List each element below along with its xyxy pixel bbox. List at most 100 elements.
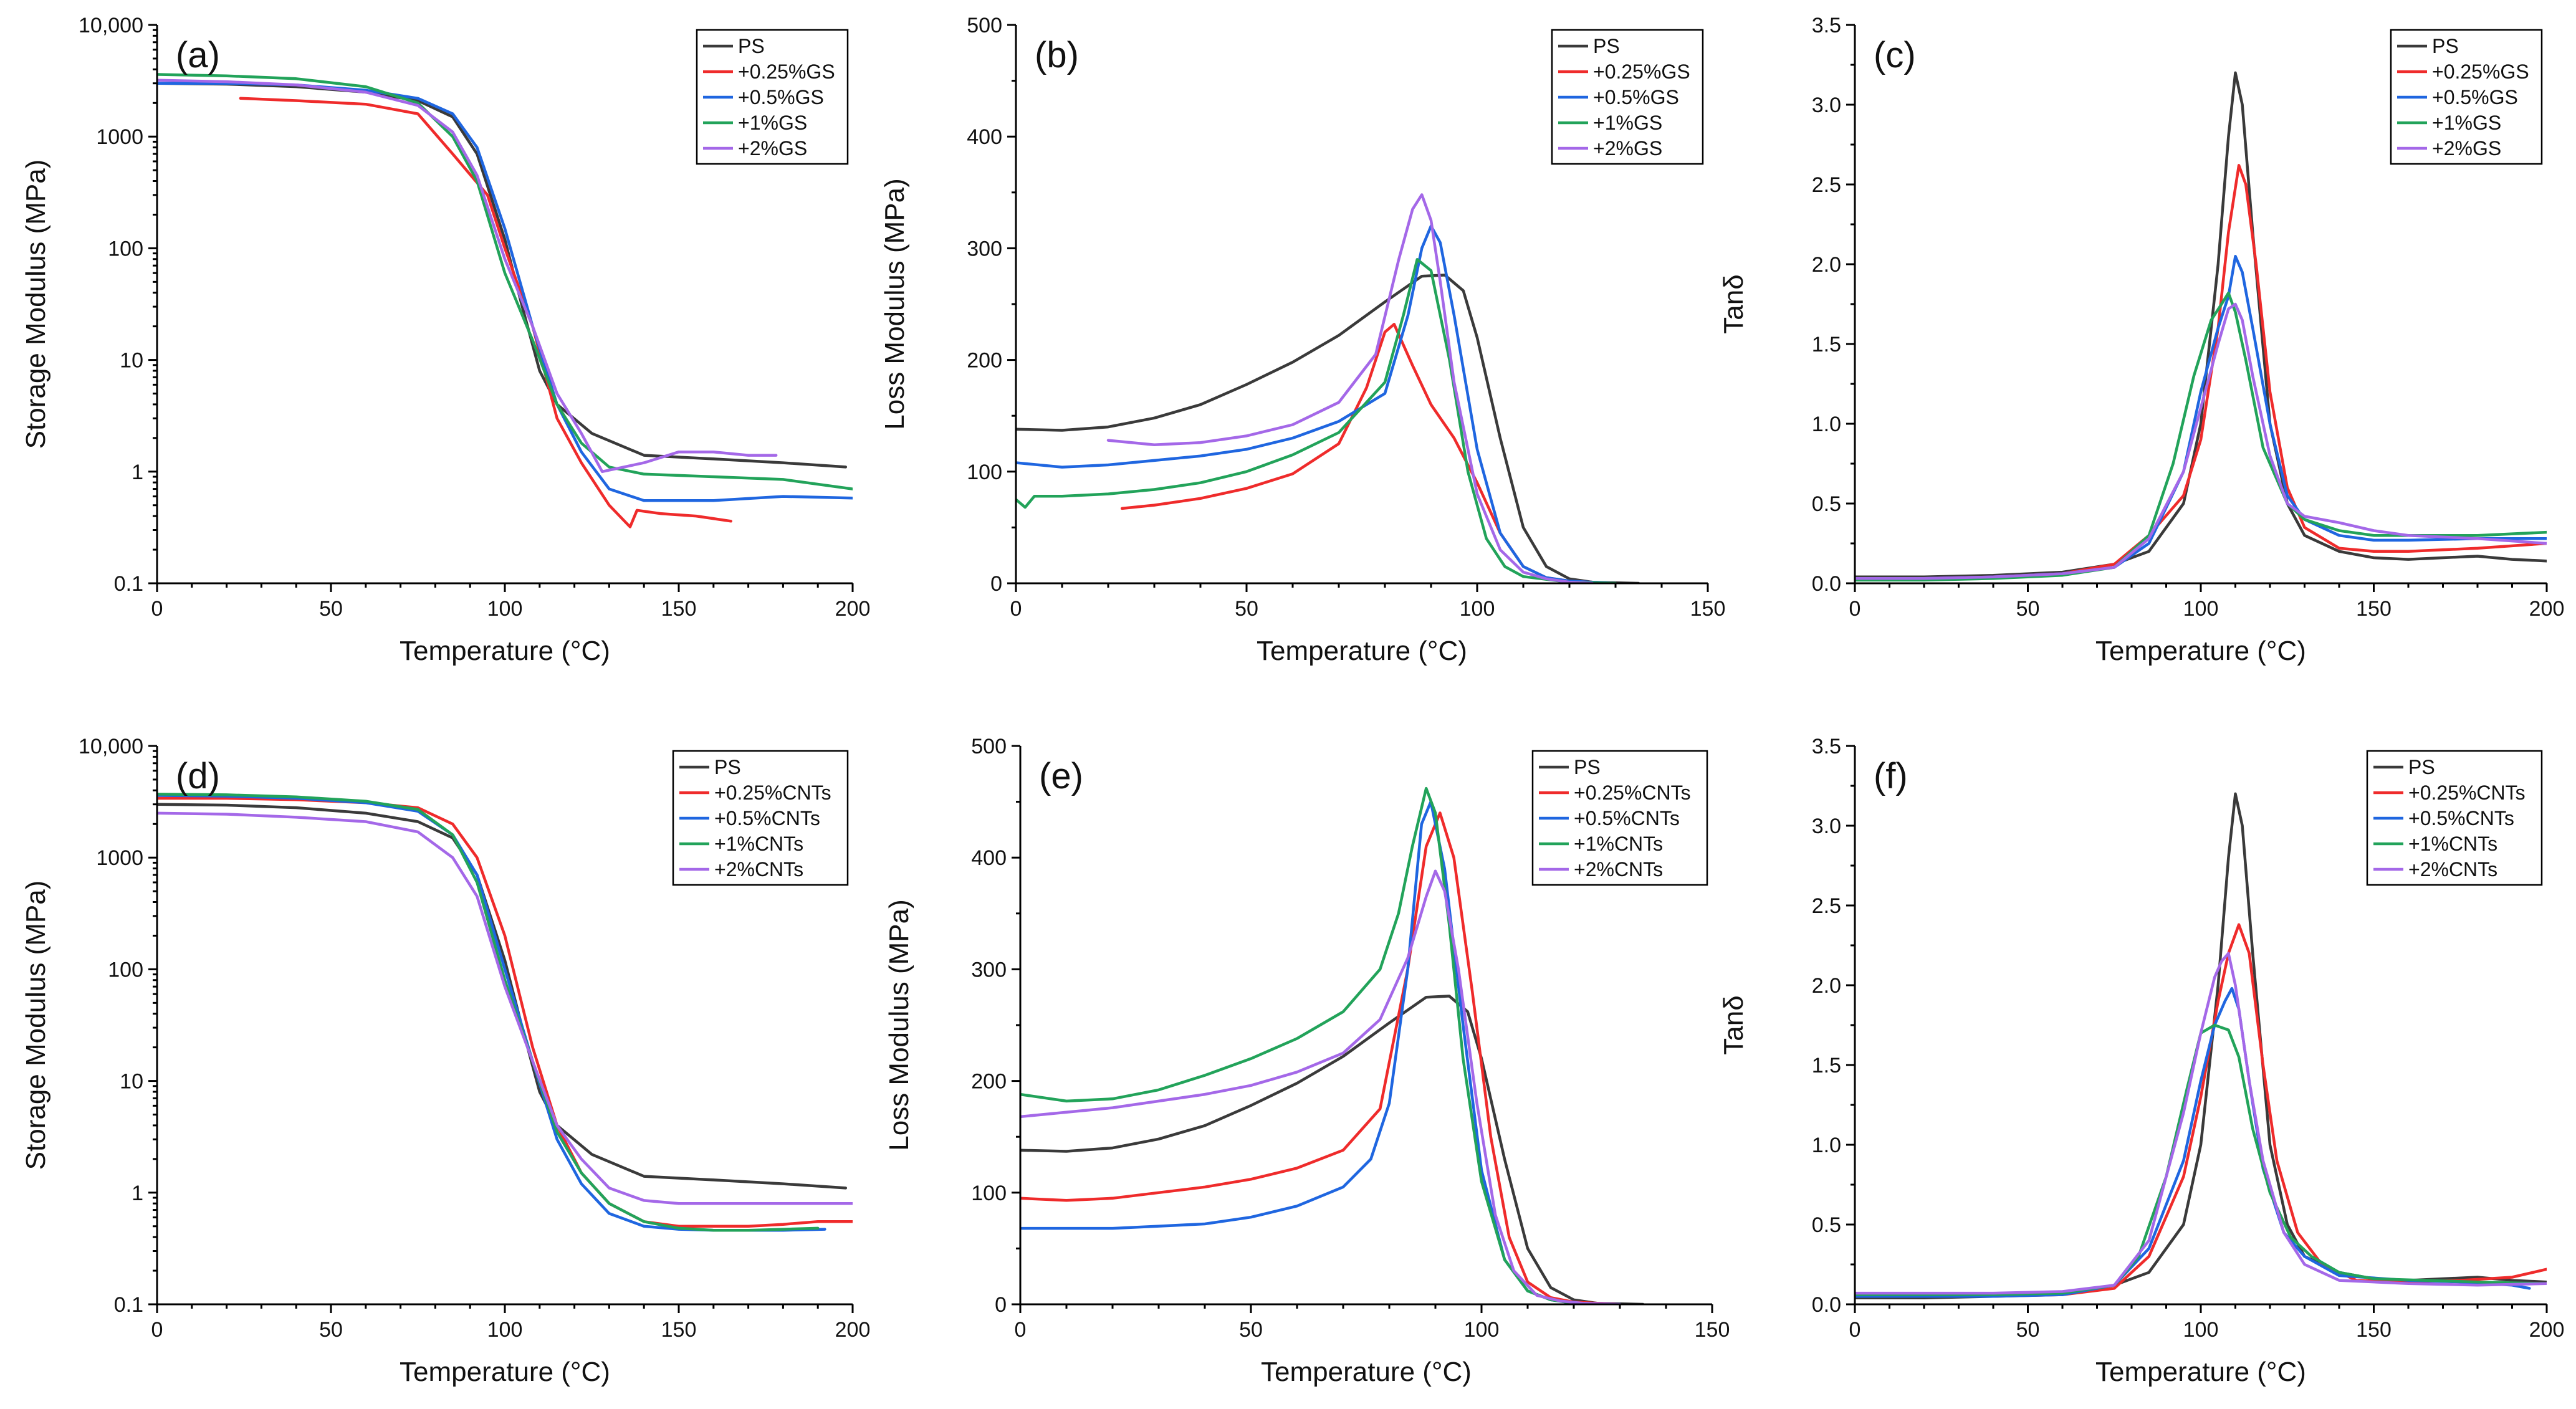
y-tick-label: 100 <box>108 958 143 982</box>
series-line-4 <box>1855 1023 2547 1296</box>
x-axis-title: Temperature (°C) <box>2095 636 2306 666</box>
chart-panel-5: 0 50 100 150 0 100 200 300 400 500 Temperature (°C… <box>884 735 1730 1387</box>
legend-label: +0.5%GS <box>738 86 824 108</box>
y-tick-label: 200 <box>971 1070 1007 1094</box>
x-tick-label: 100 <box>487 597 523 621</box>
y-tick-label: 0.1 <box>114 1293 143 1317</box>
y-tick-label: 3.5 <box>1812 735 1841 758</box>
legend-label: +0.25%CNTs <box>714 781 831 804</box>
y-tick-label: 100 <box>108 237 143 260</box>
x-axis-title: Temperature (°C) <box>400 636 610 666</box>
x-tick-label: 50 <box>319 1318 343 1342</box>
series-line-2 <box>239 97 732 528</box>
legend-label: +1%GS <box>2432 112 2501 134</box>
legend-label: +0.25%GS <box>2432 60 2529 83</box>
legend: PS +0.25%CNTs +0.5%CNTs +1%CNTs +2%CNTs <box>1531 750 1708 886</box>
legend-label: +1%GS <box>1593 112 1662 134</box>
legend-label: PS <box>2408 756 2435 778</box>
y-axis-title: Tanδ <box>1718 995 1749 1054</box>
legend: PS +0.25%GS +0.5%GS +1%GS +2%GS <box>696 29 849 165</box>
legend: PS +0.25%GS +0.5%GS +1%GS +2%GS <box>2390 29 2543 165</box>
legend-label: +1%GS <box>738 112 807 134</box>
y-tick-label: 10 <box>120 349 143 373</box>
y-tick-label: 0.1 <box>114 572 143 596</box>
series-line-5 <box>157 811 853 1205</box>
y-tick-label: 3.5 <box>1812 14 1841 37</box>
legend-label: PS <box>2432 35 2459 57</box>
series-line-5 <box>1106 193 1594 583</box>
legend-label: +1%CNTs <box>1574 833 1663 855</box>
series-line-5 <box>1855 952 2547 1295</box>
y-tick-label: 2.0 <box>1812 253 1841 277</box>
legend-label: PS <box>714 756 741 778</box>
x-tick-label: 100 <box>2183 1318 2219 1342</box>
x-tick-label: 200 <box>2529 1318 2565 1342</box>
legend-label: PS <box>1574 756 1601 778</box>
x-tick-label: 0 <box>1015 1318 1027 1342</box>
y-tick-label: 1 <box>132 461 143 484</box>
y-tick-label: 0.5 <box>1812 492 1841 516</box>
y-tick-label: 10 <box>120 1070 143 1094</box>
x-tick-label: 100 <box>2183 597 2219 621</box>
x-tick-label: 150 <box>2356 1318 2392 1342</box>
x-axis-title: Temperature (°C) <box>400 1357 610 1387</box>
y-tick-label: 2.5 <box>1812 894 1841 918</box>
y-tick-label: 1.5 <box>1812 1054 1841 1077</box>
y-tick-label: 10,000 <box>79 735 143 758</box>
y-tick-label: 400 <box>967 125 1002 149</box>
y-tick-label: 100 <box>967 461 1002 484</box>
panel-label: (b) <box>1035 35 1079 75</box>
series-line-4 <box>157 73 853 490</box>
x-tick-label: 0 <box>151 597 163 621</box>
panel-label: (f) <box>1874 756 1908 796</box>
y-tick-label: 1.5 <box>1812 333 1841 356</box>
series-line-4 <box>1020 786 1622 1304</box>
x-tick-label: 0 <box>1849 597 1861 621</box>
legend-label: +0.5%CNTs <box>1574 807 1680 829</box>
y-tick-label: 3.0 <box>1812 814 1841 838</box>
y-tick-label: 400 <box>971 846 1007 870</box>
x-tick-label: 150 <box>2356 597 2392 621</box>
x-tick-label: 200 <box>2529 597 2565 621</box>
legend-label: +0.5%GS <box>1593 86 1679 108</box>
legend: PS +0.25%GS +0.5%GS +1%GS +2%GS <box>1551 29 1704 165</box>
x-tick-label: 50 <box>1239 1318 1263 1342</box>
legend-label: +2%CNTs <box>714 858 803 881</box>
legend-label: +2%GS <box>1593 137 1662 160</box>
panel-label: (a) <box>176 35 220 75</box>
legend-label: +2%CNTs <box>2408 858 2497 881</box>
y-tick-label: 0.0 <box>1812 1293 1841 1317</box>
legend: PS +0.25%CNTs +0.5%CNTs +1%CNTs +2%CNTs <box>2366 750 2543 886</box>
y-tick-label: 100 <box>971 1182 1007 1205</box>
x-tick-label: 200 <box>835 1318 871 1342</box>
panel-label: (e) <box>1039 756 1083 796</box>
y-axis-title: Tanδ <box>1718 274 1749 333</box>
legend-label: +0.25%GS <box>1593 60 1690 83</box>
x-tick-label: 50 <box>1235 597 1258 621</box>
x-tick-label: 100 <box>1464 1318 1500 1342</box>
y-axis-title: Loss Modulus (MPa) <box>884 899 914 1150</box>
y-tick-label: 1.0 <box>1812 413 1841 436</box>
panel-label: (c) <box>1874 35 1916 75</box>
y-tick-label: 0.5 <box>1812 1213 1841 1237</box>
y-tick-label: 0 <box>990 572 1002 596</box>
chart-panel-4: 0 50 100 150 200 0.1 1 10 100 1000 10,000 Temperatu… <box>21 735 870 1387</box>
x-tick-label: 50 <box>319 597 343 621</box>
series-line-3 <box>1020 800 1622 1304</box>
legend-label: +0.5%GS <box>2432 86 2518 108</box>
legend-label: +0.5%CNTs <box>2408 807 2514 829</box>
y-tick-label: 2.5 <box>1812 173 1841 197</box>
x-tick-label: 150 <box>1690 597 1726 621</box>
y-axis-title: Storage Modulus (MPa) <box>21 160 51 449</box>
y-tick-label: 10,000 <box>79 14 143 37</box>
x-axis-title: Temperature (°C) <box>1261 1357 1472 1387</box>
series-line-2 <box>1020 811 1622 1304</box>
x-tick-label: 0 <box>1010 597 1022 621</box>
legend-label: +2%GS <box>738 137 807 160</box>
x-tick-label: 100 <box>487 1318 523 1342</box>
chart-panel-6: 0 50 100 150 200 0.0 0.5 1.0 1.5 2.0 2.5 3.0 3.5 Temp… <box>1718 735 2564 1387</box>
y-tick-label: 1000 <box>96 125 143 149</box>
panel-label: (d) <box>176 756 220 796</box>
y-tick-label: 300 <box>971 958 1007 982</box>
